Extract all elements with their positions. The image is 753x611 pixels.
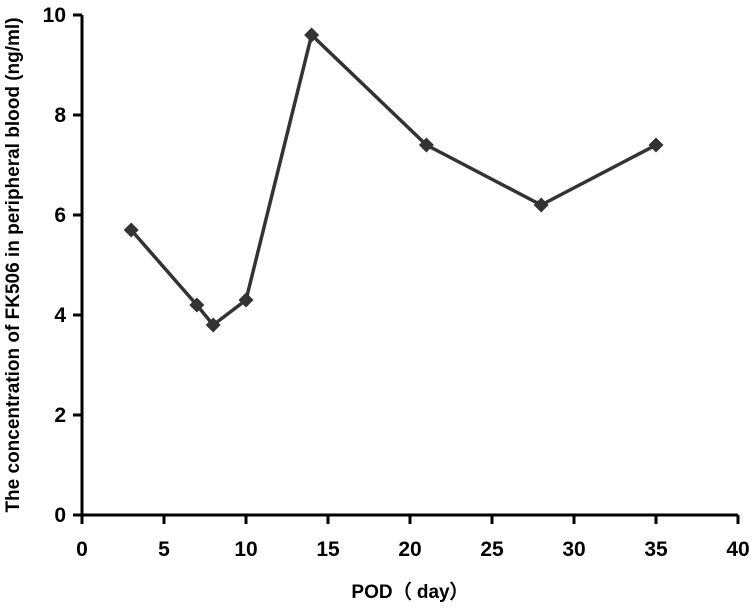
data-point bbox=[648, 137, 664, 153]
y-tick-label: 6 bbox=[54, 204, 66, 227]
x-tick-label: 15 bbox=[316, 538, 340, 561]
x-axis-ticks: 0 5 10 15 20 25 30 35 40 bbox=[76, 515, 750, 561]
x-tick-label: 30 bbox=[562, 538, 585, 561]
x-tick-label: 20 bbox=[398, 538, 421, 561]
x-tick-label: 35 bbox=[644, 538, 668, 561]
x-axis-title: POD（ day） bbox=[351, 580, 468, 603]
x-tick-label: 10 bbox=[234, 538, 257, 561]
data-point bbox=[533, 197, 549, 213]
data-point bbox=[238, 292, 254, 308]
y-axis-ticks: 0 2 4 6 8 10 bbox=[43, 4, 82, 527]
x-tick-label: 0 bbox=[76, 538, 88, 561]
data-point bbox=[418, 137, 434, 153]
x-tick-label: 40 bbox=[726, 538, 749, 561]
series-group bbox=[123, 27, 664, 333]
data-point bbox=[189, 297, 205, 313]
y-tick-label: 2 bbox=[54, 404, 66, 427]
y-tick-label: 4 bbox=[54, 304, 66, 327]
series-line bbox=[129, 33, 657, 327]
y-tick-label: 0 bbox=[54, 504, 66, 527]
y-tick-label: 10 bbox=[43, 4, 66, 27]
axes bbox=[80, 15, 738, 517]
x-tick-label: 5 bbox=[158, 538, 170, 561]
x-tick-label: 25 bbox=[480, 538, 504, 561]
y-axis-title: The concentration of FK506 in peripheral… bbox=[3, 17, 24, 512]
data-point bbox=[205, 317, 221, 333]
data-point bbox=[123, 222, 139, 238]
y-tick-label: 8 bbox=[54, 104, 66, 127]
data-point bbox=[304, 27, 320, 43]
